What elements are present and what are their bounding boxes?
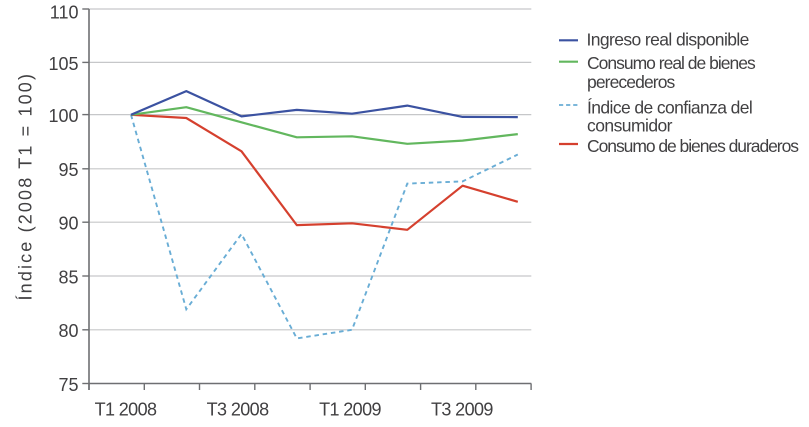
svg-text:100: 100	[48, 106, 78, 126]
svg-text:T3 2009: T3 2009	[431, 400, 493, 420]
svg-text:T1 2009: T1 2009	[319, 400, 381, 420]
svg-text:perecederos: perecederos	[587, 72, 676, 92]
svg-text:consumidor: consumidor	[587, 116, 673, 136]
svg-text:Ingreso real disponible: Ingreso real disponible	[587, 29, 749, 49]
svg-text:95: 95	[58, 160, 78, 180]
svg-text:T1 2008: T1 2008	[95, 400, 157, 420]
svg-text:Índice (2008 T1 = 100): Índice (2008 T1 = 100)	[16, 72, 36, 301]
svg-text:75: 75	[58, 375, 78, 395]
svg-text:80: 80	[58, 321, 78, 341]
svg-text:105: 105	[48, 54, 78, 74]
svg-text:85: 85	[58, 267, 78, 287]
svg-text:Consumo real de bienes: Consumo real de bienes	[587, 53, 756, 73]
svg-text:Consumo de bienes duraderos: Consumo de bienes duraderos	[587, 136, 799, 156]
svg-text:110: 110	[50, 3, 79, 23]
svg-text:T3 2008: T3 2008	[207, 400, 269, 420]
svg-text:90: 90	[58, 214, 78, 234]
svg-text:Índice de confianza del: Índice de confianza del	[587, 98, 752, 118]
